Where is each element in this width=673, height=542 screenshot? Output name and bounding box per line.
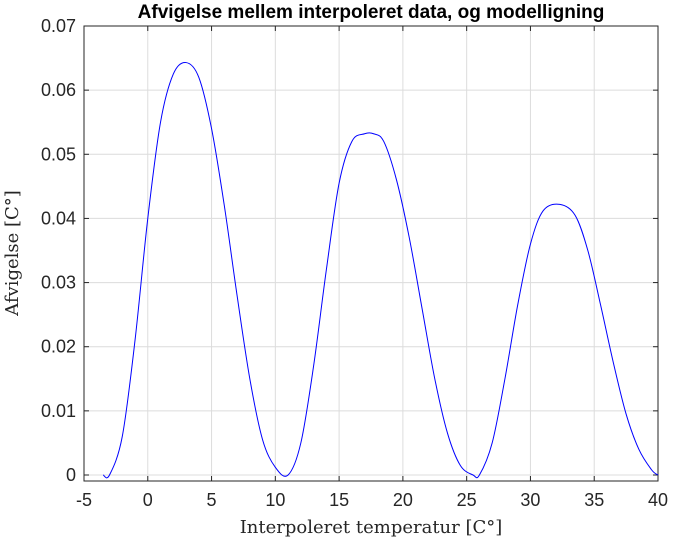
axis-ticks: -5 0 5 10 15 20 25 30 35 4000.010.020.030.040.050…	[41, 16, 668, 510]
y-axis-label: Afvigelse [C°]	[2, 190, 23, 317]
y-tick-label: 0	[66, 465, 76, 485]
series-line-0	[102, 61, 659, 479]
y-tick-label: 0.05	[41, 144, 76, 164]
x-tick-label: 20	[393, 490, 413, 510]
y-tick-label: 0.02	[41, 337, 76, 357]
x-tick-label: 15	[329, 490, 349, 510]
x-tick-label: 5	[207, 490, 217, 510]
y-tick-label: 0.06	[41, 80, 76, 100]
x-tick-label: 30	[520, 490, 540, 510]
series-layer	[102, 61, 659, 479]
x-tick-label: 10	[265, 490, 285, 510]
x-tick-label: 0	[143, 490, 153, 510]
x-tick-label: 35	[584, 490, 604, 510]
y-tick-label: 0.01	[41, 401, 76, 421]
x-tick-label: 40	[648, 490, 668, 510]
chart-title: Afvigelse mellem interpoleret data, og m…	[138, 2, 605, 23]
x-tick-label: 25	[457, 490, 477, 510]
plot-area	[83, 25, 659, 482]
y-tick-label: 0.04	[41, 208, 76, 228]
y-tick-label: 0.03	[41, 273, 76, 293]
x-axis-label: Interpoleret temperatur [C°]	[240, 517, 503, 538]
y-tick-label: 0.07	[41, 16, 76, 36]
x-tick-label: -5	[76, 490, 92, 510]
